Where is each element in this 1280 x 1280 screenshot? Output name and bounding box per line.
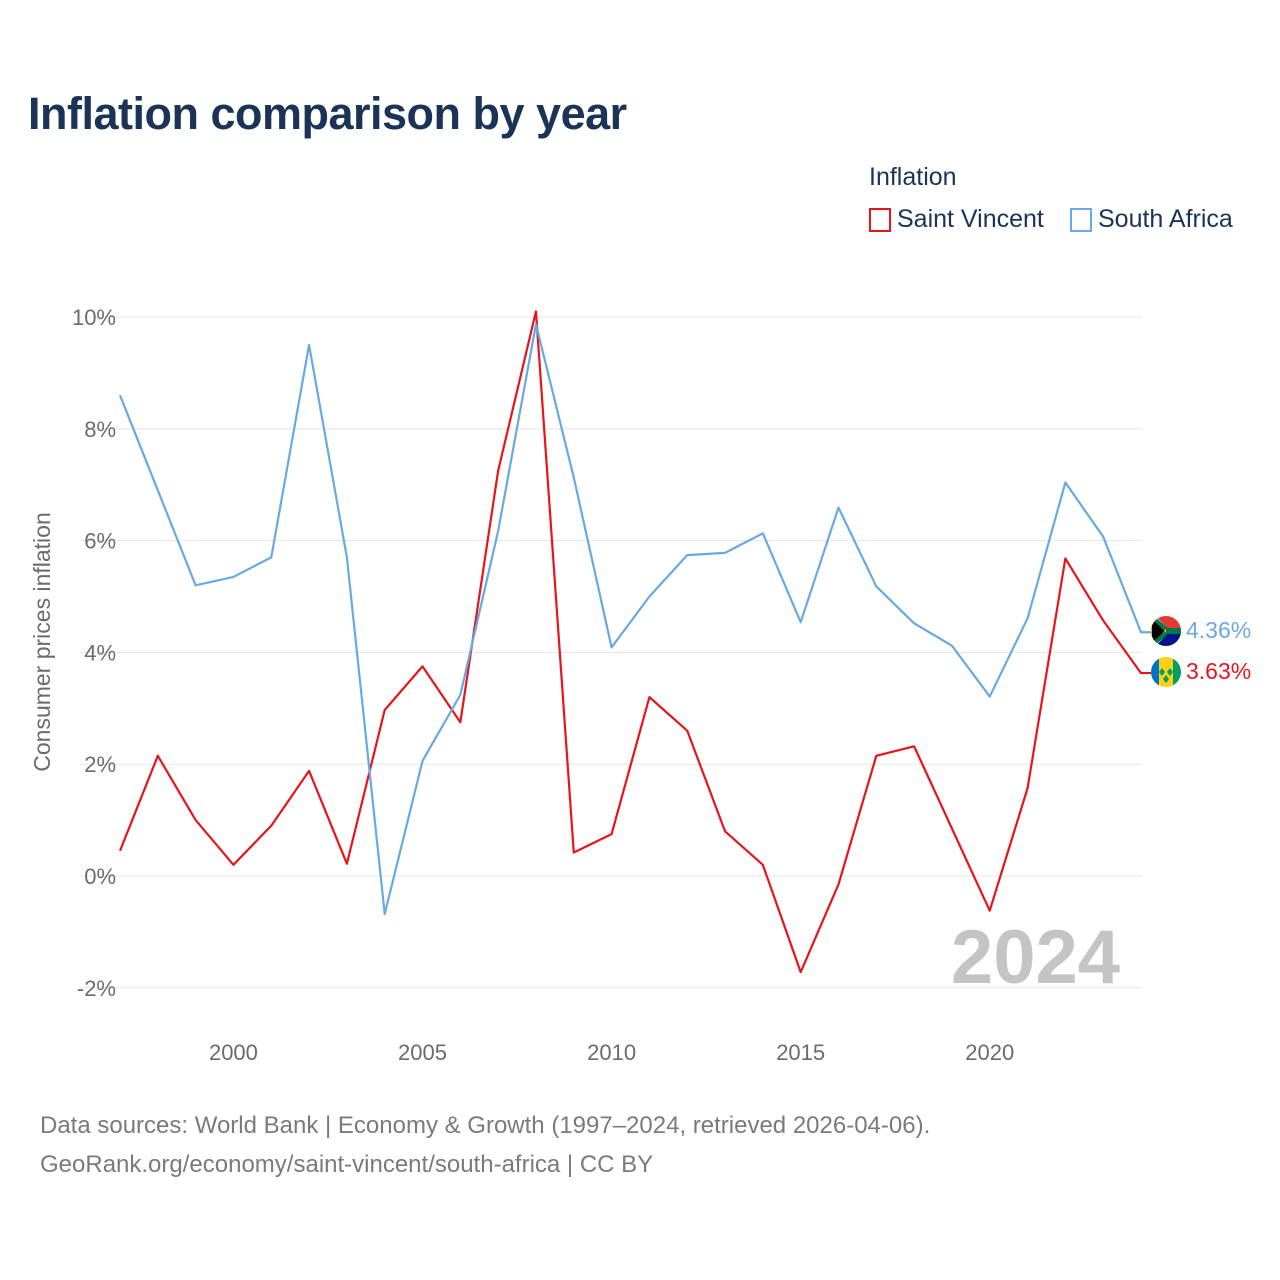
year-watermark: 2024 [951, 915, 1120, 1000]
x-tick-label: 2005 [398, 1040, 447, 1065]
legend-swatch-saint-vincent [869, 207, 891, 232]
y-tick-label: 0% [84, 864, 116, 889]
legend-item-saint-vincent[interactable]: Saint Vincent [869, 205, 1044, 234]
legend-title: Inflation [869, 163, 957, 191]
line-chart: -2% 0% 2% 4% 6% 8% 10% 2000 2005 2010 2015 2020 Co… [29, 305, 1251, 1065]
y-tick-label: 8% [84, 417, 116, 442]
chart-title: Inflation comparison by year [28, 88, 627, 139]
legend-label-south-africa: South Africa [1098, 205, 1233, 233]
grid-lines [80, 316, 1142, 989]
south-africa-flag-icon [1151, 616, 1181, 646]
y-tick-label: 2% [84, 752, 116, 777]
x-tick-label: 2020 [965, 1040, 1014, 1065]
x-tick-label: 2000 [209, 1040, 258, 1065]
footer-link[interactable]: GeoRank.org/economy/saint-vincent/south-… [40, 1151, 654, 1178]
x-tick-label: 2010 [587, 1040, 636, 1065]
legend-item-south-africa[interactable]: South Africa [1070, 205, 1233, 234]
saint-vincent-flag-icon [1151, 657, 1181, 687]
legend-label-saint-vincent: Saint Vincent [897, 205, 1044, 233]
x-tick-label: 2015 [776, 1040, 825, 1065]
saint-vincent-end-label: 3.63% [1186, 658, 1251, 684]
series-lines [118, 310, 1151, 974]
y-axis-label: Consumer prices inflation [29, 512, 55, 772]
footer: Data sources: World Bank | Economy & Gro… [40, 1106, 930, 1184]
y-axis-ticks: -2% 0% 2% 4% 6% 8% 10% [72, 305, 116, 1001]
series-line-south-africa [118, 323, 1151, 916]
y-tick-label: 6% [84, 529, 116, 554]
y-tick-label: 10% [72, 305, 116, 330]
south-africa-end-label: 4.36% [1186, 617, 1251, 643]
series-line-saint-vincent [118, 310, 1151, 974]
footer-sources: Data sources: World Bank | Economy & Gro… [40, 1112, 931, 1139]
x-axis-ticks: 2000 2005 2010 2015 2020 [209, 1040, 1014, 1065]
y-tick-label: 4% [84, 640, 116, 665]
legend-swatch-south-africa [1070, 207, 1092, 232]
y-tick-label: -2% [77, 976, 116, 1001]
